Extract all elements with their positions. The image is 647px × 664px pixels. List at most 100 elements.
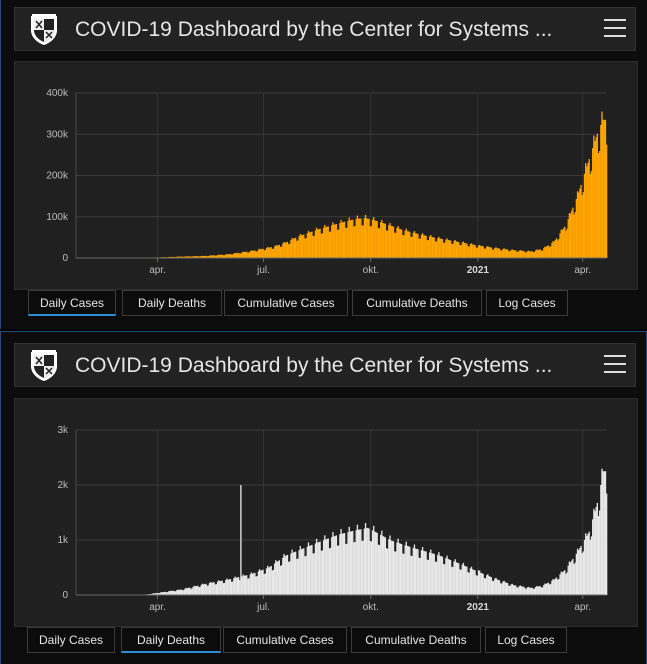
bar [477, 245, 480, 258]
bar [511, 249, 513, 258]
bar [433, 237, 435, 258]
bar [513, 585, 516, 595]
bar [488, 247, 490, 258]
bar [552, 579, 554, 595]
hamburger-menu-icon[interactable] [604, 19, 626, 39]
bar [335, 535, 338, 595]
bar [512, 250, 515, 258]
bar [448, 240, 451, 258]
bar [461, 564, 463, 595]
tab-daily-deaths[interactable]: Daily Deaths [121, 627, 221, 653]
bar [453, 561, 455, 595]
bar [194, 586, 197, 595]
bar [497, 579, 499, 595]
bar [314, 543, 317, 595]
bar [388, 225, 390, 258]
bar [338, 229, 340, 258]
bar [470, 243, 473, 258]
bar [262, 569, 264, 595]
bar [425, 235, 427, 258]
x-tick-label: 2021 [467, 602, 490, 613]
dashboard-header: COVID-19 Dashboard by the Center for Sys… [14, 343, 636, 387]
bar [274, 563, 276, 595]
bar [296, 240, 298, 258]
tab-log-cases[interactable]: Log Cases [485, 627, 567, 653]
bar [403, 553, 405, 595]
tab-cumulative-deaths[interactable]: Cumulative Deaths [352, 290, 482, 316]
bar [583, 539, 586, 595]
hamburger-menu-icon[interactable] [604, 355, 626, 375]
bar [486, 575, 488, 595]
bar [390, 225, 392, 258]
bar [420, 550, 423, 595]
bar [412, 232, 414, 258]
bar [416, 233, 418, 258]
bar [425, 551, 427, 595]
bar [476, 247, 479, 258]
bar [228, 579, 230, 595]
bar [322, 540, 325, 595]
bar [569, 562, 572, 595]
bar [347, 532, 349, 595]
bar [183, 590, 185, 595]
bar [253, 250, 255, 258]
jhu-shield-icon [31, 14, 57, 45]
bar [271, 570, 274, 595]
bar [458, 563, 460, 595]
bar [456, 241, 459, 258]
bar [233, 578, 235, 595]
bar [305, 555, 307, 595]
bar [490, 247, 492, 258]
x-tick-label: apr. [574, 265, 591, 276]
bar [247, 252, 249, 258]
bar [447, 240, 449, 258]
bar [580, 184, 582, 258]
tab-daily-deaths[interactable]: Daily Deaths [122, 290, 222, 316]
tab-daily-cases[interactable]: Daily Cases [28, 290, 116, 316]
bar [439, 238, 441, 258]
bar [176, 256, 178, 258]
bar [599, 510, 601, 595]
bar [315, 538, 318, 595]
bar [327, 538, 329, 595]
bar [381, 530, 383, 595]
bar [391, 540, 393, 595]
bar [286, 554, 289, 595]
bar [333, 536, 335, 595]
bar [281, 565, 283, 595]
y-tick-label: 2k [57, 480, 69, 491]
bar [466, 566, 468, 595]
bar [226, 254, 228, 258]
bar [479, 244, 481, 258]
bar [444, 242, 446, 258]
bar [596, 133, 598, 258]
bar [424, 551, 426, 595]
bar [191, 256, 193, 258]
bar [242, 251, 244, 258]
bar [459, 569, 461, 595]
bar [258, 569, 261, 595]
bar [589, 539, 592, 595]
bar [505, 249, 508, 258]
bar [529, 251, 531, 258]
bar [427, 559, 430, 595]
tab-cumulative-cases[interactable]: Cumulative Cases [224, 290, 348, 316]
bar [410, 236, 412, 258]
bar [604, 119, 607, 258]
bar [229, 253, 232, 258]
bar [362, 540, 364, 595]
bar [184, 256, 186, 258]
bar [474, 244, 476, 258]
bar [276, 561, 278, 595]
bar [260, 570, 262, 595]
bar [257, 249, 260, 258]
tab-daily-cases[interactable]: Daily Cases [27, 627, 115, 653]
bar [434, 561, 437, 595]
bar [579, 548, 581, 595]
bar [221, 254, 223, 258]
bar [239, 253, 241, 258]
tab-log-cases[interactable]: Log Cases [486, 290, 568, 316]
tab-cumulative-deaths[interactable]: Cumulative Deaths [351, 627, 481, 653]
bar [601, 468, 603, 595]
tab-cumulative-cases[interactable]: Cumulative Cases [223, 627, 347, 653]
